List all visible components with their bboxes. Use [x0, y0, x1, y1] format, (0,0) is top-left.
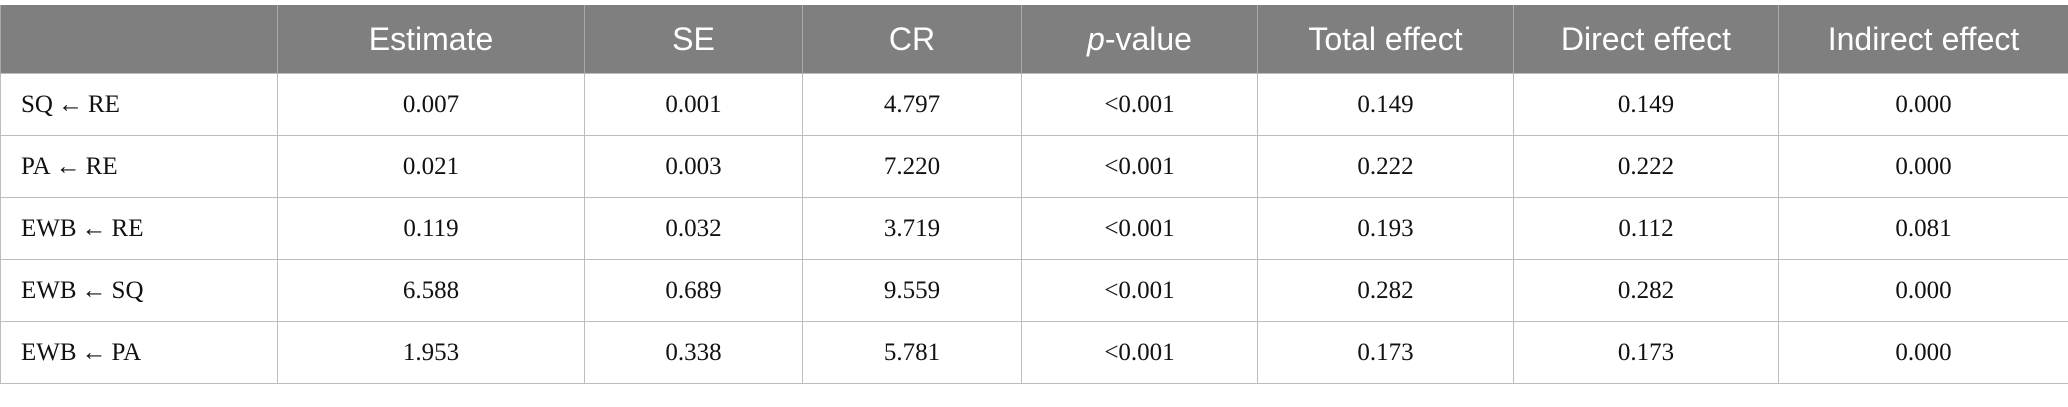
cell: 0.000 [1779, 260, 2068, 322]
header-cell: Estimate [278, 5, 585, 74]
row-label: EWB ← PA [1, 322, 278, 384]
cell: 0.001 [585, 74, 803, 136]
header-cell: CR [803, 5, 1022, 74]
cell: <0.001 [1022, 260, 1258, 322]
header-text: p [1087, 21, 1105, 57]
row-label: SQ ← RE [1, 74, 278, 136]
cell: 1.953 [278, 322, 585, 384]
row-label: PA ← RE [1, 136, 278, 198]
cell: <0.001 [1022, 198, 1258, 260]
cell: 0.282 [1258, 260, 1514, 322]
cell: <0.001 [1022, 74, 1258, 136]
header-text: -value [1105, 21, 1192, 57]
header-cell [1, 5, 278, 74]
cell: <0.001 [1022, 322, 1258, 384]
header-cell: SE [585, 5, 803, 74]
header-cell: Direct effect [1514, 5, 1779, 74]
cell: 3.719 [803, 198, 1022, 260]
cell: 0.021 [278, 136, 585, 198]
cell: 0.193 [1258, 198, 1514, 260]
cell: 6.588 [278, 260, 585, 322]
header-cell: Total effect [1258, 5, 1514, 74]
cell: <0.001 [1022, 136, 1258, 198]
row-label: EWB ← RE [1, 198, 278, 260]
cell: 0.222 [1514, 136, 1779, 198]
cell: 0.119 [278, 198, 585, 260]
cell: 0.173 [1258, 322, 1514, 384]
cell: 0.000 [1779, 136, 2068, 198]
cell: 0.173 [1514, 322, 1779, 384]
cell: 0.282 [1514, 260, 1779, 322]
cell: 9.559 [803, 260, 1022, 322]
cell: 0.000 [1779, 322, 2068, 384]
cell: 0.081 [1779, 198, 2068, 260]
cell: 7.220 [803, 136, 1022, 198]
header-cell: Indirect effect [1779, 5, 2068, 74]
cell: 0.689 [585, 260, 803, 322]
cell: 0.112 [1514, 198, 1779, 260]
cell: 0.003 [585, 136, 803, 198]
cell: 0.000 [1779, 74, 2068, 136]
cell: 0.149 [1514, 74, 1779, 136]
row-label: EWB ← SQ [1, 260, 278, 322]
cell: 0.032 [585, 198, 803, 260]
cell: 4.797 [803, 74, 1022, 136]
header-cell: p-value [1022, 5, 1258, 74]
cell: 5.781 [803, 322, 1022, 384]
cell: 0.149 [1258, 74, 1514, 136]
cell: 0.007 [278, 74, 585, 136]
cell: 0.222 [1258, 136, 1514, 198]
cell: 0.338 [585, 322, 803, 384]
